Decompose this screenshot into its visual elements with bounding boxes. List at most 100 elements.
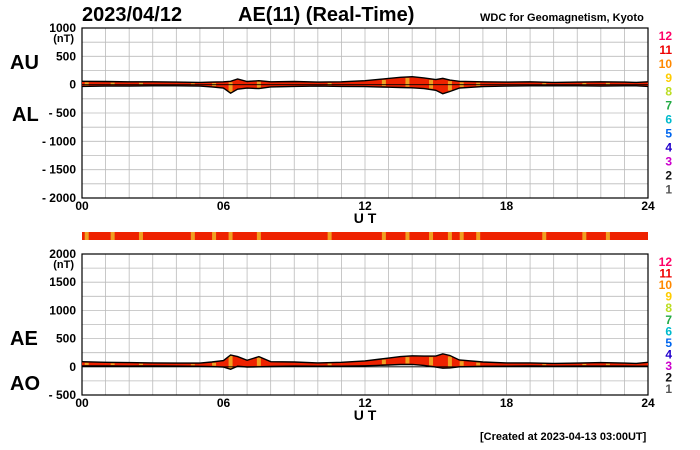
activity-stripe	[381, 359, 386, 365]
y-tick-label: 2000	[49, 247, 76, 261]
activity-stripe	[190, 364, 195, 366]
y-tick-label: 0	[69, 360, 76, 374]
activity-bar-mark	[138, 232, 143, 240]
activity-bar-mark	[228, 232, 233, 240]
x-tick-label: 06	[217, 396, 231, 410]
series-band	[82, 76, 648, 94]
panel-1: 1000 500 0 - 500 - 1000 - 1500 - 2000 (nT) 00 06 1…	[42, 21, 672, 226]
activity-stripe	[327, 82, 332, 86]
y-tick-label: 0	[69, 78, 76, 92]
x-tick-label: 00	[75, 199, 89, 213]
activity-stripe	[476, 362, 481, 366]
ae-label: AE	[10, 328, 38, 350]
y-tick-label: 1000	[49, 21, 76, 35]
activity-bar-mark	[381, 232, 386, 240]
legend-entry: 1	[665, 382, 672, 396]
legend-entry: 12	[659, 29, 673, 43]
plot-frame	[81, 27, 649, 199]
activity-bar	[82, 232, 648, 240]
legend-entry: 11	[659, 267, 672, 281]
source-label: WDC for Geomagnetism, Kyoto	[480, 12, 644, 24]
activity-bar-mark	[327, 232, 332, 240]
x-axis-label: U T	[354, 210, 377, 226]
y-tick-label: - 500	[49, 106, 77, 120]
activity-stripe	[138, 82, 143, 85]
legend-entry: 9	[665, 290, 672, 304]
activity-stripe	[212, 362, 217, 366]
activity-stripe	[84, 82, 89, 86]
x-tick-label: 12	[358, 396, 372, 410]
y-axis-unit: (nT)	[53, 259, 74, 271]
activity-stripe	[256, 357, 261, 366]
activity-stripe	[84, 362, 89, 365]
series-line-au	[81, 75, 649, 84]
legend-entry: 7	[665, 99, 672, 113]
activity-bar-mark	[190, 232, 195, 240]
x-tick-label: 18	[500, 199, 514, 213]
activity-bar-mark	[84, 232, 89, 240]
activity-stripe	[381, 79, 386, 87]
y-tick-label: - 2000	[42, 191, 76, 205]
legend-entry: 12	[659, 255, 673, 269]
legend-entry: 10	[659, 57, 673, 71]
activity-bar-mark	[256, 232, 261, 240]
activity-stripe	[542, 364, 547, 366]
activity-stripe	[405, 357, 410, 364]
activity-stripe	[582, 363, 587, 366]
activity-stripe	[228, 82, 233, 93]
activity-bar-mark	[605, 232, 610, 240]
activity-stripe	[459, 361, 464, 366]
y-tick-label: 1000	[49, 303, 76, 317]
au-label: AU	[10, 52, 39, 74]
activity-stripe	[110, 82, 115, 86]
legend-entry: 2	[665, 168, 672, 182]
al-label: AL	[12, 104, 39, 126]
activity-bar-mark	[542, 232, 547, 240]
activity-stripe	[327, 363, 332, 366]
activity-stripe	[190, 83, 195, 85]
y-tick-label: 1500	[49, 275, 76, 289]
legend-entry: 3	[665, 154, 672, 168]
legend-entry: 4	[665, 140, 672, 154]
legend-entry: 10	[659, 278, 673, 292]
activity-bar-mark	[447, 232, 452, 240]
plot-frame	[81, 253, 649, 396]
legend-entry: 6	[665, 113, 672, 127]
legend-entry: 9	[665, 71, 672, 85]
activity-bar-mark	[582, 232, 587, 240]
legend-entry: 8	[665, 85, 672, 99]
activity-bar-mark	[212, 232, 217, 240]
ao-label: AO	[10, 373, 40, 395]
chart-title: AE(11) (Real-Time)	[238, 4, 415, 26]
activity-bar-fill	[82, 232, 648, 240]
date-label: 2023/04/12	[82, 4, 183, 26]
legend-entry: 5	[665, 336, 672, 350]
y-tick-label: - 1500	[42, 163, 76, 177]
activity-stripe	[138, 363, 143, 366]
legend-entry: 3	[665, 359, 672, 373]
legend-entry: 1	[665, 182, 672, 196]
y-tick-label: 500	[56, 49, 76, 63]
series-line-al	[81, 85, 649, 95]
legend-entry: 2	[665, 371, 672, 385]
activity-stripe	[110, 363, 115, 366]
x-tick-label: 18	[500, 396, 514, 410]
activity-bar-mark	[476, 232, 481, 240]
legend-entry: 8	[665, 301, 672, 315]
y-tick-label: - 1000	[42, 134, 76, 148]
x-tick-label: 24	[641, 199, 655, 213]
y-axis-unit: (nT)	[53, 33, 74, 45]
activity-bar-mark	[459, 232, 464, 240]
activity-bar-mark	[429, 232, 434, 240]
legend-entry: 11	[659, 43, 672, 57]
y-tick-label: 500	[56, 332, 76, 346]
legend-entry: 7	[665, 313, 672, 327]
activity-stripe	[447, 356, 452, 367]
legend-entry: 5	[665, 127, 672, 141]
x-tick-label: 24	[641, 396, 655, 410]
series-line-ae	[81, 353, 649, 365]
legend-entry: 4	[665, 347, 672, 361]
